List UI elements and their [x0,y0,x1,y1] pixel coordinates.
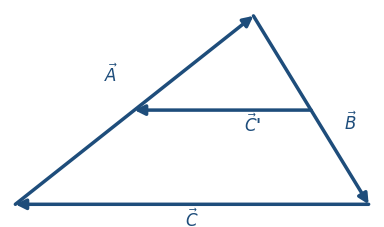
Text: $\vec{C}$: $\vec{C}$ [185,209,199,227]
Text: $\vec{C}$': $\vec{C}$' [244,114,261,136]
Text: $\vec{B}$: $\vec{B}$ [344,111,357,134]
FancyArrowPatch shape [138,106,311,114]
FancyArrowPatch shape [253,16,367,201]
Text: $\vec{A}$: $\vec{A}$ [104,64,118,86]
FancyArrowPatch shape [15,18,250,204]
FancyArrowPatch shape [19,200,369,208]
